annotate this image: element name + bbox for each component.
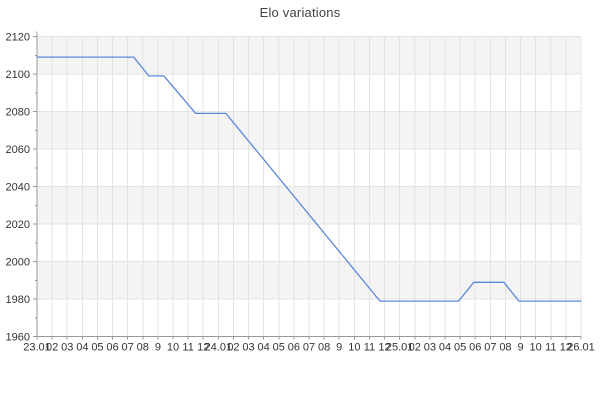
svg-text:02: 02: [409, 342, 421, 354]
svg-text:9: 9: [517, 342, 523, 354]
svg-text:10: 10: [530, 342, 542, 354]
svg-text:12: 12: [378, 342, 390, 354]
svg-text:08: 08: [499, 342, 511, 354]
svg-text:11: 11: [364, 342, 375, 354]
svg-text:2120: 2120: [6, 32, 30, 44]
svg-text:07: 07: [122, 342, 134, 354]
svg-text:23.01: 23.01: [23, 342, 51, 354]
svg-text:04: 04: [258, 342, 270, 354]
svg-text:2100: 2100: [6, 69, 30, 81]
svg-text:10: 10: [167, 342, 179, 354]
svg-text:11: 11: [182, 342, 193, 354]
svg-text:25.01: 25.01: [386, 342, 414, 354]
svg-text:24.01: 24.01: [205, 342, 233, 354]
svg-text:03: 03: [424, 342, 436, 354]
svg-text:11: 11: [545, 342, 556, 354]
svg-text:2040: 2040: [6, 182, 30, 194]
svg-text:06: 06: [288, 342, 300, 354]
svg-text:05: 05: [454, 342, 466, 354]
svg-text:02: 02: [46, 342, 58, 354]
svg-text:2000: 2000: [6, 257, 30, 269]
svg-text:07: 07: [484, 342, 496, 354]
svg-text:2080: 2080: [6, 107, 30, 119]
svg-text:06: 06: [469, 342, 481, 354]
svg-text:12: 12: [560, 342, 572, 354]
svg-text:1980: 1980: [6, 294, 30, 306]
svg-text:08: 08: [137, 342, 149, 354]
svg-text:1960: 1960: [6, 332, 30, 344]
svg-text:9: 9: [336, 342, 342, 354]
svg-text:03: 03: [61, 342, 73, 354]
svg-text:04: 04: [439, 342, 451, 354]
svg-text:05: 05: [273, 342, 285, 354]
svg-text:03: 03: [242, 342, 254, 354]
svg-text:9: 9: [155, 342, 161, 354]
svg-text:05: 05: [91, 342, 103, 354]
svg-text:12: 12: [197, 342, 209, 354]
svg-text:02: 02: [227, 342, 239, 354]
chart-title: Elo variations: [259, 5, 341, 20]
svg-text:04: 04: [76, 342, 88, 354]
svg-text:07: 07: [303, 342, 315, 354]
svg-text:10: 10: [348, 342, 360, 354]
svg-text:26.01: 26.01: [567, 342, 595, 354]
svg-text:08: 08: [318, 342, 330, 354]
svg-text:06: 06: [106, 342, 118, 354]
svg-text:2060: 2060: [6, 144, 30, 156]
svg-text:2020: 2020: [6, 219, 30, 231]
